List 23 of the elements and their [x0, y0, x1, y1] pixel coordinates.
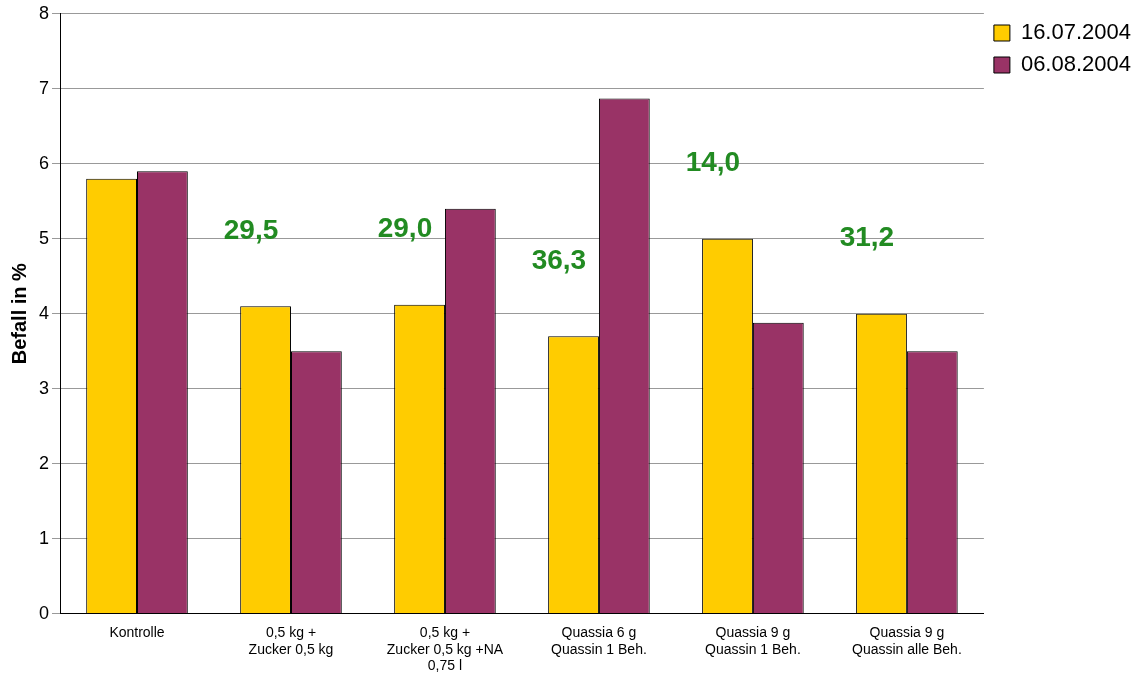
y-axis-title: Befall in %: [7, 262, 30, 365]
annotation: 31,2: [839, 221, 895, 253]
y-tick-label: 2: [39, 452, 50, 473]
legend-label: 06.08.2004: [1020, 51, 1131, 77]
annotation: 14,0: [685, 146, 741, 178]
y-tick-label: 7: [39, 77, 50, 98]
x-tick-label: Quassia 6 g Quassin 1 Beh.: [551, 623, 647, 657]
annotation: 29,0: [377, 212, 433, 244]
x-tick-label: Quassia 9 g Quassin 1 Beh.: [705, 623, 801, 657]
x-tick-label: 0,5 kg + Zucker 0,5 kg: [248, 623, 334, 657]
y-tick-label: 0: [39, 602, 50, 623]
x-tick-label: Kontrolle: [109, 623, 165, 640]
x-tick-label: 0,5 kg + Zucker 0,5 kg +NA 0,75 l: [386, 623, 504, 674]
annotation: 36,3: [531, 243, 587, 275]
y-tick-label: 1: [39, 527, 50, 548]
legend-label: 16.07.2004: [1020, 19, 1131, 45]
x-tick-label: Quassia 9 g Quassin alle Beh.: [852, 623, 962, 657]
y-tick-label: 4: [39, 302, 50, 323]
y-tick-label: 8: [39, 2, 50, 23]
y-tick-label: 3: [39, 377, 50, 398]
y-tick-label: 6: [39, 152, 50, 173]
annotation: 29,5: [223, 213, 279, 245]
y-tick-label: 5: [39, 227, 50, 248]
